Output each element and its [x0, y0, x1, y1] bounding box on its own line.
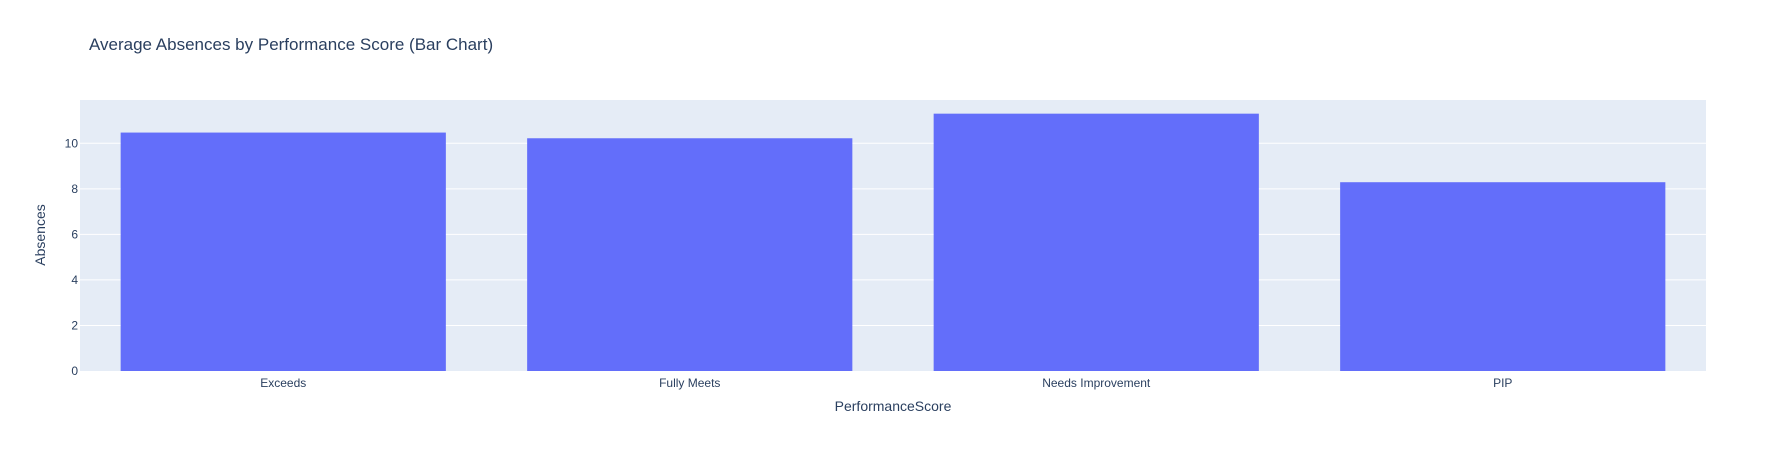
y-axis-title: Absences [32, 204, 48, 265]
y-tick-label: 0 [71, 364, 78, 378]
bar[interactable] [1340, 182, 1666, 371]
bars [120, 113, 1666, 371]
y-tick-label: 2 [71, 318, 78, 332]
x-tick-label: PIP [1493, 376, 1512, 390]
x-tick-label: Fully Meets [659, 376, 720, 390]
x-axis-title: PerformanceScore [835, 398, 952, 414]
y-tick-label: 4 [71, 273, 78, 287]
y-tick-label: 8 [71, 182, 78, 196]
x-tick-label: Exceeds [260, 376, 306, 390]
bar[interactable] [933, 113, 1259, 371]
chart-title: Average Absences by Performance Score (B… [89, 35, 493, 54]
bar[interactable] [120, 132, 446, 371]
bar[interactable] [527, 138, 853, 371]
x-axis-ticks: Exceeds Fully Meets Needs Improvement PIP [260, 376, 1512, 390]
x-tick-label: Needs Improvement [1042, 376, 1151, 390]
y-tick-label: 6 [71, 227, 78, 241]
y-axis-ticks: 0 2 4 6 8 10 [65, 136, 79, 378]
y-tick-label: 10 [65, 136, 79, 150]
